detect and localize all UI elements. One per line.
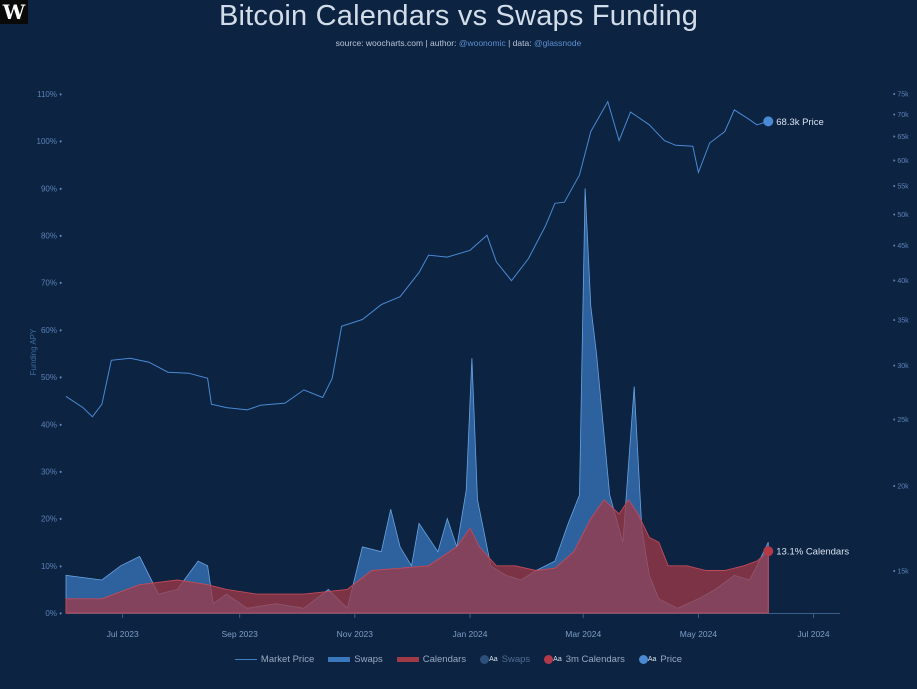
y2-tick-label: • 35k [893,317,909,324]
y-tick-label: 70% • [41,279,62,288]
chart-legend: Market Price Swaps Calendars Aa Swaps Aa 3… [0,654,917,665]
y2-tick-label: • 70k [893,112,909,119]
legend-label: Swaps [501,654,531,665]
legend-item-swaps-toggle[interactable]: Aa Swaps [480,654,530,665]
calendars-annotation: 13.1% Calendars [776,547,849,558]
y-tick-label: 60% • [41,326,62,335]
aa-icon: Aa [553,656,562,663]
calendars-end-marker [763,546,774,557]
legend-label: Calendars [422,654,467,665]
y-tick-label: 50% • [41,373,62,382]
y-tick-label: 100% • [37,137,63,146]
swaps-dot-icon [480,655,490,664]
y2-tick-label: • 20k [893,483,909,490]
y2-tick-label: • 15k [893,569,909,576]
subtitle-data-prefix: data: [512,38,534,48]
y2-tick-label: • 40k [893,278,909,285]
calendars-dot-icon [544,655,554,664]
calendars-area [65,498,769,614]
subtitle-data-link[interactable]: @glassnode [533,38,582,48]
series-layer [65,100,769,614]
legend-label: Price [660,654,683,665]
y-tick-label: 80% • [41,232,62,241]
aa-icon: Aa [489,656,498,663]
x-tick-label: Jan 2024 [452,629,487,639]
y2-tick-label: • 50k [893,212,909,219]
y-tick-label: 90% • [41,184,62,193]
swaps-area [65,188,769,614]
legend-item-market-price[interactable]: Market Price [234,654,315,665]
y-tick-label: 110% • [37,90,62,99]
market-price-swatch [234,659,257,660]
x-tick-label: Jul 2023 [107,629,139,639]
legend-label: Market Price [260,654,315,665]
y2-tick-label: • 65k [893,134,909,141]
market-price-line [65,100,769,418]
aa-icon: Aa [647,656,657,663]
y2-tick-label: • 30k [893,363,909,370]
y2-tick-label: • 25k [893,417,909,424]
y-axis-label: Funding APY [29,328,38,375]
end-markers: 68.3k Price 13.1% Calendars [763,116,849,558]
y2-tick-label: • 75k [893,92,909,99]
x-tick-label: Jul 2024 [798,629,830,639]
y-axis-left: 0% • 10% • 20% • 30% • 40% • 50% • 60% • 70% • 8… [37,90,63,618]
swaps-swatch [328,657,351,662]
x-tick-label: Mar 2024 [565,629,601,639]
x-tick-label: Nov 2023 [337,629,374,639]
x-axis: Jul 2023 Sep 2023 Nov 2023 Jan 2024 Mar 2024… [66,613,840,639]
y2-tick-label: • 45k [893,243,909,250]
y2-tick-label: • 60k [893,158,909,165]
price-annotation: 68.3k Price [776,117,824,128]
legend-label: Swaps [354,654,383,665]
chart-title: Bitcoin Calendars vs Swaps Funding [218,0,699,32]
legend-item-3m-calendars[interactable]: Aa 3m Calendars [544,654,625,665]
price-end-marker [763,116,774,127]
y-tick-label: 10% • [41,562,62,571]
y-tick-label: 40% • [41,420,62,429]
calendars-swatch [396,657,419,662]
y2-tick-label: • 55k [893,184,909,191]
brand-logo: W [0,0,28,24]
legend-item-calendars[interactable]: Calendars [396,654,467,665]
legend-label: 3m Calendars [565,654,625,665]
subtitle-author-prefix: author: [430,38,459,48]
chart-subtitle: source: woocharts.com | author: @woonomi… [335,38,582,48]
y-tick-label: 20% • [41,515,62,524]
subtitle-author-link[interactable]: @woonomic [458,38,506,48]
legend-item-swaps[interactable]: Swaps [328,654,383,665]
y-tick-label: 0% • [45,609,62,618]
subtitle-source: source: woocharts.com [335,38,424,48]
price-dot-icon [638,655,648,664]
x-tick-label: Sep 2023 [221,629,258,639]
y-tick-label: 30% • [41,467,62,476]
legend-item-price[interactable]: Aa Price [638,654,683,665]
x-tick-label: May 2024 [680,629,718,639]
y-axis-right: • 15k • 20k • 25k • 30k • 35k • 40k • 45k • 50k… [893,92,909,576]
